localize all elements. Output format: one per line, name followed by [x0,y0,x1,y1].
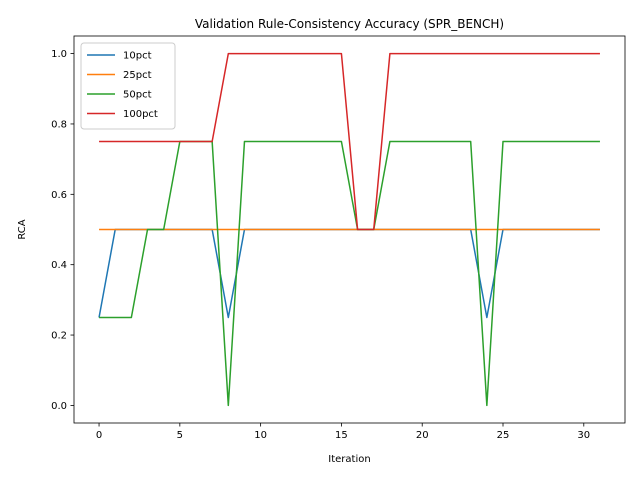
legend-label-25pct: 25pct [123,70,152,81]
x-tick-label: 20 [416,430,429,441]
x-tick-label: 30 [577,430,590,441]
y-tick-label: 0.6 [51,190,67,201]
x-axis-title: Iteration [328,454,370,465]
legend: 10pct 25pct 50pct 100pct [80,42,176,130]
y-tick-label: 0.0 [51,401,67,412]
x-tick-label: 0 [96,430,102,441]
plot-frame [73,35,626,424]
legend-label-50pct: 50pct [123,90,152,101]
x-tick-label: 15 [335,430,348,441]
series-layer [98,52,600,407]
y-tick-label: 0.2 [51,331,67,342]
legend-box [80,42,176,130]
chart-title: Validation Rule-Consistency Accuracy (SP… [195,17,504,31]
series-line-100pct [99,52,600,231]
y-tick-label: 0.8 [51,119,67,130]
y-tick-label: 0.4 [51,260,67,271]
x-tick-label: 5 [177,430,183,441]
x-axis: 0 5 10 15 20 25 30 [96,423,590,441]
x-tick-label: 25 [497,430,510,441]
y-axis: 0.0 0.2 0.4 0.6 0.8 1.0 [51,49,74,412]
legend-label-10pct: 10pct [123,51,152,62]
y-tick-label: 1.0 [51,49,67,60]
x-tick-label: 10 [254,430,267,441]
legend-label-100pct: 100pct [123,109,158,120]
y-axis-title: RCA [17,219,28,239]
